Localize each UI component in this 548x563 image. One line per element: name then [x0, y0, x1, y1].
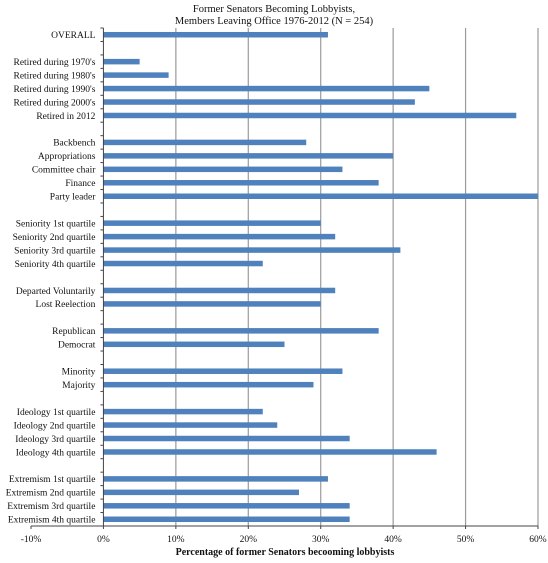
bars: [103, 31, 538, 523]
x-tick-labels: -10% 0% 10% 20% 30% 40% 50% 60%: [21, 535, 547, 545]
x-tick-label: 30%: [312, 535, 330, 545]
bar: [103, 153, 394, 159]
category-label: Retired during 1990's: [13, 85, 95, 95]
chart-title-line-2: Members Leaving Office 1976-2012 (N = 25…: [175, 16, 374, 27]
x-axis-label: Percentage of former Senators becooming …: [176, 547, 395, 558]
bar: [103, 328, 379, 334]
category-label: Ideology 4th quartile: [16, 448, 96, 458]
category-label: Extremism 1st quartile: [9, 475, 96, 485]
bar: [103, 381, 314, 388]
category-label: Retired in 2012: [36, 112, 95, 122]
category-label: Finance: [65, 179, 95, 189]
category-label: OVERALL: [51, 31, 96, 41]
bar: [103, 422, 278, 428]
category-label: Committee chair: [32, 166, 96, 176]
bar: [103, 220, 321, 226]
x-tick-label: 40%: [384, 535, 402, 545]
category-label: Retired during 1980's: [13, 71, 95, 81]
bar: [103, 301, 321, 307]
category-label: Democrat: [58, 341, 96, 351]
category-label: Seniority 1st quartile: [16, 219, 96, 229]
x-tick-label: 60%: [529, 535, 547, 545]
category-label: Extremism 3rd quartile: [7, 502, 95, 512]
category-label: Retired during 1970's: [13, 58, 95, 68]
bar: [103, 193, 538, 199]
category-label: Ideology 3rd quartile: [15, 435, 95, 445]
bar: [103, 233, 336, 240]
x-tick-label: -10%: [21, 535, 42, 545]
bar: [103, 85, 430, 92]
x-tick-label: 10%: [167, 535, 185, 545]
bar: [103, 180, 379, 186]
bar: [103, 166, 343, 173]
bar: [103, 489, 299, 496]
x-tick-label: 50%: [457, 535, 475, 545]
bar: [103, 516, 350, 523]
category-label: Seniority 4th quartile: [15, 260, 96, 270]
category-label: Minority: [62, 368, 96, 378]
bar: [103, 435, 350, 442]
axes: [30, 27, 539, 529]
bar: [103, 287, 336, 294]
category-label: Ideology 1st quartile: [17, 408, 96, 418]
category-label: Retired during 2000's: [13, 98, 95, 108]
category-label: Extremism 4th quartile: [8, 516, 96, 526]
bar: [103, 408, 263, 415]
bar: [103, 503, 350, 509]
category-label: Party leader: [50, 193, 96, 203]
category-labels: OVERALL Retired during 1970's Retired duri…: [6, 31, 97, 526]
x-tick-label: 20%: [240, 535, 258, 545]
category-label: Appropriations: [38, 152, 96, 162]
category-label: Backbench: [53, 139, 95, 149]
category-label: Lost Reelection: [36, 300, 96, 310]
chart-title-line-1: Former Senators Becoming Lobbyists,: [193, 4, 355, 15]
category-label: Extremism 2nd quartile: [6, 489, 96, 499]
bar: [103, 449, 437, 455]
category-label: Majority: [62, 381, 95, 391]
bar: [103, 112, 517, 119]
category-label: Ideology 2nd quartile: [14, 421, 96, 431]
category-label: Departed Voluntarily: [16, 287, 96, 297]
bar: [103, 476, 328, 482]
gridlines: [175, 28, 539, 526]
x-tick-label: 0%: [97, 535, 110, 545]
category-label: Republican: [52, 327, 96, 337]
bar: [103, 58, 140, 65]
bar: [103, 368, 343, 374]
bar: [103, 99, 415, 105]
bar: [103, 260, 263, 267]
bar: [103, 139, 307, 146]
bar: [103, 247, 401, 253]
bar: [103, 72, 169, 78]
category-label: Seniority 3rd quartile: [14, 246, 95, 256]
category-label: Seniority 2nd quartile: [13, 233, 96, 243]
bar: [103, 341, 285, 348]
bar: [103, 31, 328, 38]
